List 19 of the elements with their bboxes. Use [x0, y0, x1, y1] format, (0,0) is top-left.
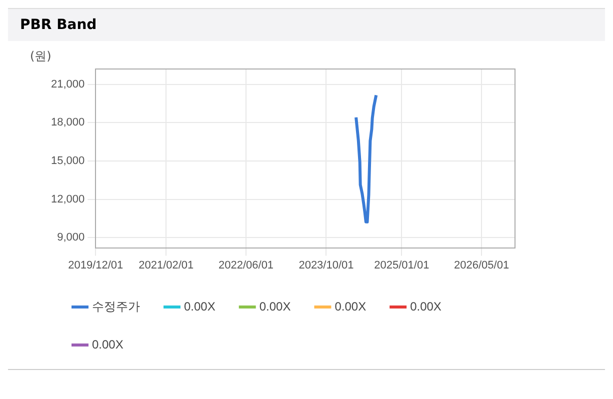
y-axis-title: (원)	[30, 49, 52, 64]
legend-label: 0.00X	[410, 299, 442, 314]
y-tick-label: 15,000	[50, 154, 85, 167]
y-tick-label: 12,000	[50, 193, 85, 206]
legend-label: 0.00X	[184, 299, 216, 314]
x-tick-label: 2023/10/01	[298, 259, 354, 272]
y-tick-label: 9,000	[57, 232, 85, 244]
legend-label: 0.00X	[259, 299, 291, 314]
legend-label: 0.00X	[334, 299, 366, 314]
x-tick-label: 2022/06/01	[218, 259, 274, 272]
y-tick-label: 18,000	[50, 116, 85, 129]
legend-label: 0.00X	[92, 337, 124, 352]
x-tick-label: 2021/02/01	[138, 259, 194, 272]
legend-label: 수정주가	[92, 299, 140, 314]
x-tick-label: 2025/01/01	[374, 259, 430, 272]
x-tick-label: 2026/05/01	[454, 259, 510, 272]
x-tick-label: 2019/12/01	[68, 259, 124, 272]
chart-title: PBR Band	[8, 8, 605, 41]
y-tick-label: 21,000	[50, 78, 85, 90]
